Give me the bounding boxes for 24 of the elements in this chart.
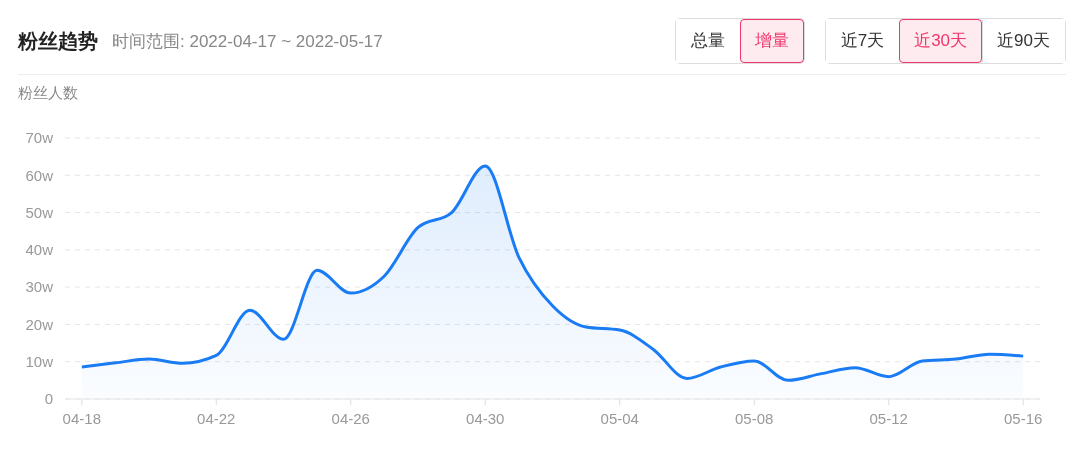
x-tick-label: 05-12 — [869, 409, 908, 427]
y-tick-label: 30w — [25, 278, 54, 296]
y-tick-label: 10w — [25, 353, 54, 371]
x-tick-label: 05-08 — [735, 409, 774, 427]
x-tick-label: 05-16 — [1004, 409, 1043, 427]
text: 增量 — [739, 19, 804, 63]
chart-title: 粉丝趋势 — [18, 28, 98, 54]
y-tick-label: 20w — [25, 315, 54, 333]
y-axis-title: 粉丝人数 — [18, 83, 79, 103]
text: 近7天 — [825, 19, 900, 63]
chart-subtitle: 时间范围: 2022-04-17 ~ 2022-05-17 — [112, 30, 383, 53]
x-tick-label: 04-22 — [197, 409, 236, 427]
x-tick-label: 04-18 — [62, 409, 101, 427]
y-tick-label: 50w — [25, 203, 54, 221]
y-tick-label: 0 — [44, 390, 53, 408]
y-tick-label: 40w — [25, 241, 54, 259]
text: 近30天 — [899, 19, 983, 63]
x-tick-label: 04-26 — [331, 409, 370, 427]
y-tick-label: 60w — [25, 166, 54, 184]
x-tick-label: 04-30 — [466, 409, 505, 427]
x-tick-label: 05-04 — [600, 409, 639, 427]
text: 总量 — [675, 19, 740, 63]
text: 近90天 — [982, 19, 1065, 63]
y-tick-label: 70w — [25, 129, 54, 147]
